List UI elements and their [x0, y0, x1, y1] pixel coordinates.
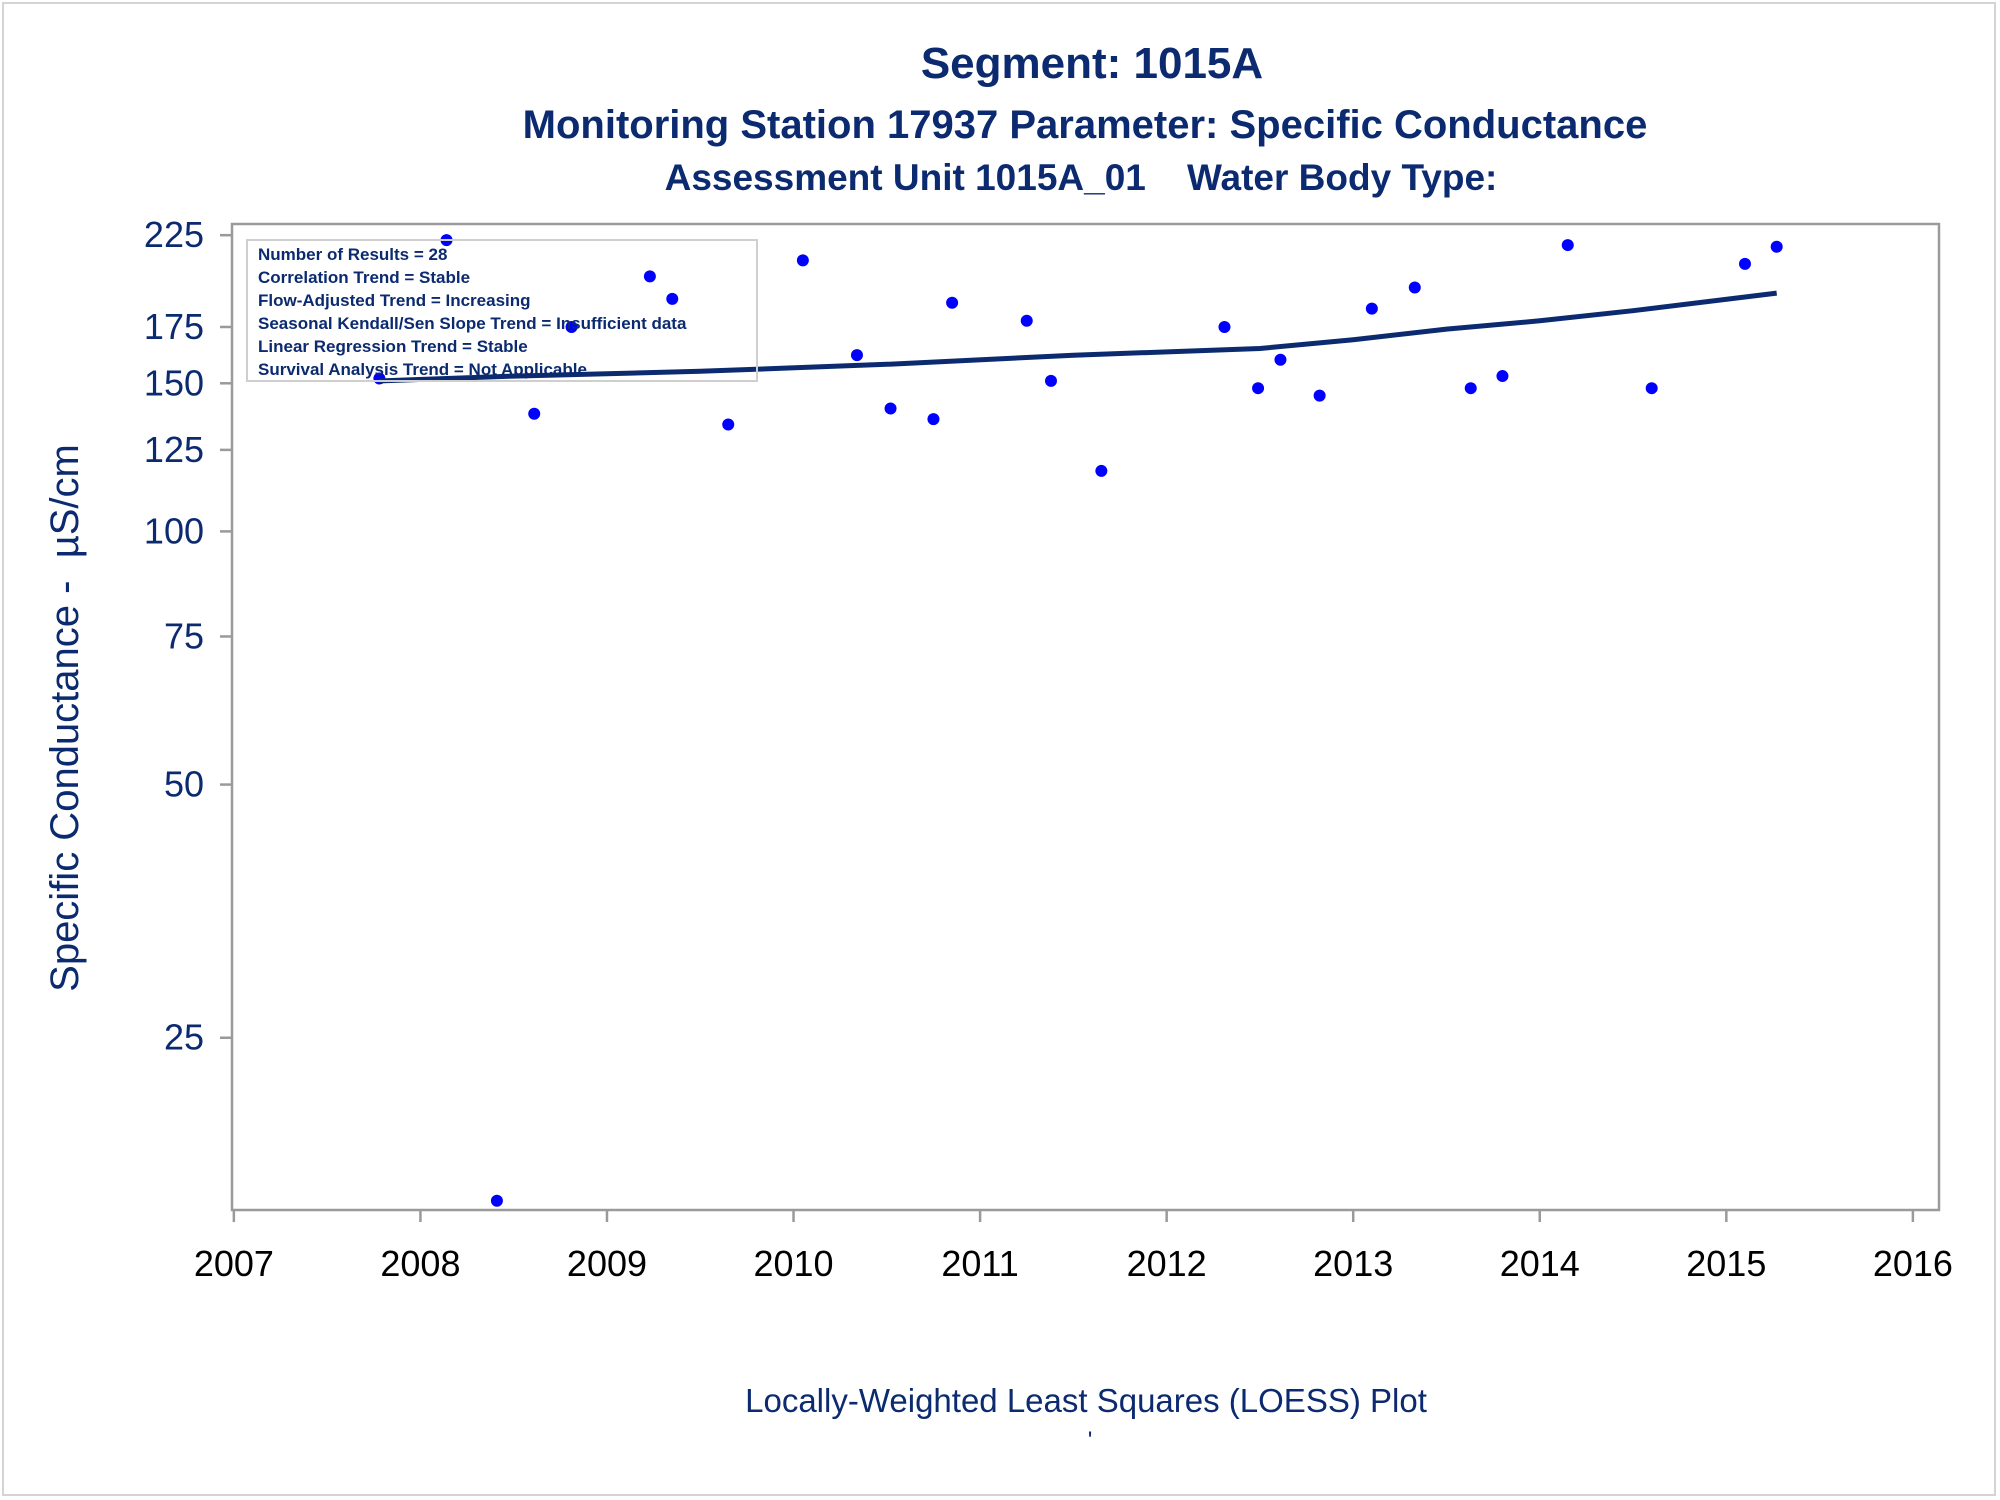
x-tick-label: 2012	[1127, 1243, 1207, 1284]
data-point	[850, 349, 863, 362]
data-point	[1044, 374, 1057, 387]
stats-line: Survival Analysis Trend = Not Applicable	[258, 360, 587, 379]
stats-line: Linear Regression Trend = Stable	[258, 337, 528, 356]
data-point	[1770, 240, 1783, 253]
footer-mark: '	[1088, 1427, 1093, 1454]
x-tick-label: 2007	[194, 1243, 274, 1284]
data-point	[490, 1194, 503, 1207]
data-point	[1020, 314, 1033, 327]
y-axis: 25 50 75 100 125 150 175 225	[144, 214, 232, 1058]
stats-line: Flow-Adjusted Trend = Increasing	[258, 291, 531, 310]
footer-caption: Locally-Weighted Least Squares (LOESS) P…	[745, 1382, 1427, 1419]
chart-title: Segment: 1015A	[921, 39, 1263, 88]
data-point	[1313, 389, 1326, 402]
data-point	[1496, 370, 1509, 383]
data-points	[373, 234, 1783, 1207]
data-point	[1464, 382, 1477, 395]
data-point	[528, 407, 541, 420]
data-point	[1561, 239, 1574, 252]
data-point	[946, 296, 959, 309]
data-point	[1218, 320, 1231, 333]
stats-line: Correlation Trend = Stable	[258, 268, 470, 287]
x-tick-label: 2016	[1873, 1243, 1953, 1284]
x-tick-label: 2010	[753, 1243, 833, 1284]
x-tick-label: 2014	[1500, 1243, 1580, 1284]
plot-area	[230, 222, 1941, 1212]
data-point	[1408, 281, 1421, 294]
data-point	[1274, 353, 1287, 366]
x-tick-label: 2015	[1686, 1243, 1766, 1284]
y-axis-label: Specific Conductance - µS/cm	[43, 444, 87, 992]
data-point	[1738, 257, 1751, 270]
data-point	[1645, 382, 1658, 395]
data-point	[1095, 464, 1108, 477]
data-point	[796, 254, 809, 267]
y-tick-label: 150	[144, 362, 204, 403]
stats-box	[246, 239, 758, 382]
x-tick-label: 2009	[567, 1243, 647, 1284]
y-tick-label: 225	[144, 214, 204, 255]
data-point	[565, 320, 578, 333]
chart-subtitle-2: Assessment Unit 1015A_01 Water Body Type…	[665, 157, 1498, 198]
stats-line: Seasonal Kendall/Sen Slope Trend = Insuf…	[258, 314, 687, 333]
y-tick-label: 175	[144, 306, 204, 347]
loess-line	[379, 290, 1778, 384]
x-axis: 2007 2008 2009 2010 2011 2012 2013 2014 2015 2016	[194, 1210, 1953, 1284]
data-point	[1365, 302, 1378, 315]
x-tick-label: 2008	[380, 1243, 460, 1284]
data-point	[884, 402, 897, 415]
x-tick-label: 2011	[941, 1243, 1018, 1284]
stats-box-lines: Number of Results = 28 Correlation Trend …	[258, 245, 687, 379]
y-tick-label: 125	[144, 429, 204, 470]
data-point	[643, 270, 656, 283]
y-tick-label: 100	[144, 510, 204, 551]
data-point	[722, 418, 735, 431]
chart-subtitle: Monitoring Station 17937 Parameter: Spec…	[523, 103, 1648, 147]
y-tick-label: 50	[164, 764, 204, 805]
data-point	[1252, 382, 1265, 395]
data-point	[666, 292, 679, 305]
data-point	[927, 413, 940, 426]
y-tick-label: 75	[164, 615, 204, 656]
x-tick-label: 2013	[1313, 1243, 1393, 1284]
stats-line: Number of Results = 28	[258, 245, 447, 264]
y-tick-label: 25	[164, 1017, 204, 1058]
